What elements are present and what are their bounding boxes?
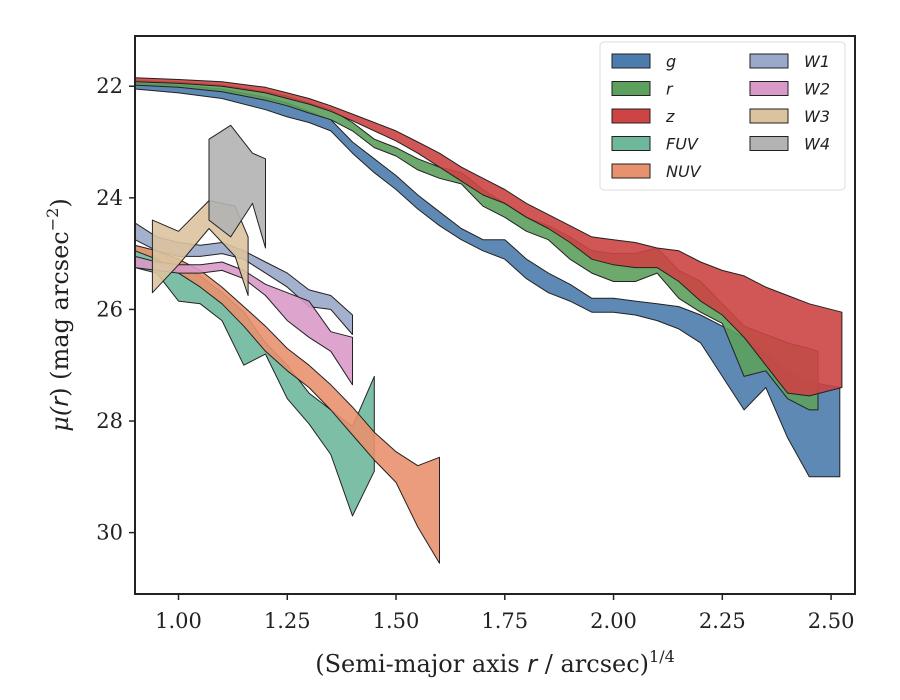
- legend-swatch-r: [611, 81, 651, 96]
- x-tick-label: 1.50: [373, 609, 420, 633]
- x-axis-label: (Semi-major axis r / arcsec)1/4: [315, 647, 675, 678]
- legend-label-r: r: [666, 80, 674, 99]
- legend-swatch-w1: [749, 53, 789, 69]
- x-tick-label: 1.00: [155, 609, 202, 633]
- x-tick-label: 2.50: [808, 609, 855, 633]
- legend-swatch-nuv: [611, 163, 651, 179]
- legend-label-w1: W1: [804, 52, 830, 71]
- legend-swatch-w4: [749, 136, 789, 151]
- legend-label-w3: W3: [804, 107, 830, 126]
- y-tick-label: 30: [96, 521, 123, 545]
- legend-swatch-w3: [749, 108, 789, 124]
- x-tick-label: 1.75: [481, 609, 528, 633]
- y-axis-label-sup: −2: [43, 208, 62, 232]
- legend-swatch-w2: [749, 81, 789, 96]
- series-band-g: [135, 82, 841, 478]
- legend: grz FUV NUV W1 W2 W3 W4: [599, 41, 846, 191]
- y-axis-label-end: ): [46, 198, 74, 207]
- series-band-w4: [208, 124, 266, 249]
- legend-label-w4: W4: [804, 135, 830, 154]
- x-tick-label: 2.00: [590, 609, 637, 633]
- legend-label-nuv: NUV: [666, 162, 702, 181]
- y-tick-label: 22: [96, 74, 123, 98]
- series-layer: [135, 77, 843, 564]
- legend-swatch-z: [611, 108, 651, 124]
- x-axis-label-var: r: [527, 650, 539, 678]
- x-tick-label: 1.25: [264, 609, 311, 633]
- series-band-r: [135, 80, 819, 411]
- legend-label-w2: W2: [804, 80, 830, 99]
- ticks-layer: 1.00 1.25 1.50 1.75 2.00 2.25 2.50 22 24 26 28 30: [96, 74, 854, 633]
- legend-label-z: z: [665, 107, 675, 126]
- y-axis-label: μ(r) (mag arcsec−2): [43, 198, 74, 431]
- y-tick-label: 26: [96, 297, 123, 321]
- y-axis-label-mu: μ(: [46, 406, 74, 432]
- y-axis-label-mid: ) (mag arcsec: [46, 231, 74, 397]
- plot-frame: [134, 35, 856, 595]
- y-tick-label: 24: [96, 186, 123, 210]
- series-band-z: [135, 77, 843, 397]
- x-axis-label-main: (Semi-major axis: [315, 650, 527, 678]
- legend-swatch-g: [611, 53, 651, 69]
- legend-label-g: g: [666, 52, 676, 71]
- x-axis-label-sup: 1/4: [649, 647, 675, 666]
- x-axis-label-rest: / arcsec): [537, 650, 649, 678]
- y-tick-label: 28: [96, 409, 123, 433]
- y-axis-label-var: r: [46, 395, 74, 407]
- series-band-nuv: [135, 244, 440, 564]
- legend-swatch-fuv: [611, 136, 651, 151]
- x-tick-label: 2.25: [699, 609, 746, 633]
- legend-box: [599, 41, 846, 191]
- legend-label-fuv: FUV: [666, 135, 699, 154]
